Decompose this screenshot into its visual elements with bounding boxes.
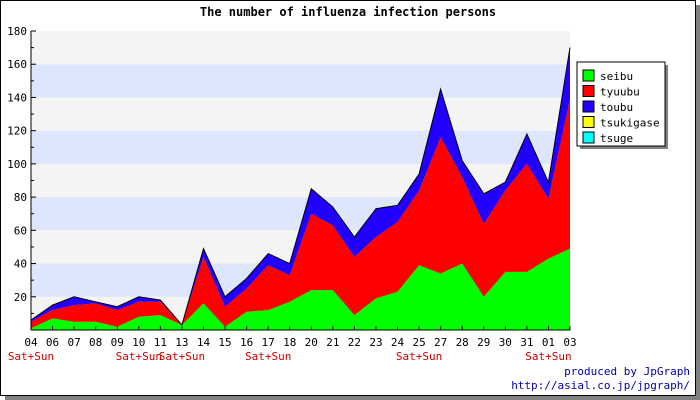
weekend-label: Sat+Sun [396,350,442,363]
y-tick-label: 20 [14,291,27,304]
series-area-seibu [31,248,570,330]
x-tick-label: 07 [67,336,80,349]
weekend-label: Sat+Sun [245,350,291,363]
x-tick-label: 31 [520,336,533,349]
chart-title: The number of influenza infection person… [200,5,496,19]
stacked-areas [30,47,571,330]
y-tick-label: 40 [14,258,27,271]
x-tick-label: 23 [369,336,382,349]
x-tick-label: 09 [111,336,124,349]
legend-label-toubu: toubu [600,101,633,114]
x-tick-label: 27 [434,336,447,349]
axes [30,30,571,331]
legend-swatch-tsuge [582,131,595,144]
legend-swatch-toubu [582,100,595,113]
weekend-label: Sat+Sun [116,350,162,363]
y-tick-label: 180 [7,25,27,38]
x-tick-label: 21 [326,336,339,349]
weekend-label: Sat+Sun [8,350,54,363]
weekend-label: Sat+Sun [525,350,571,363]
x-tick-label: 18 [283,336,296,349]
y-tick-label: 160 [7,58,27,71]
legend-label-tsuge: tsuge [600,132,633,145]
series-area-toubu [31,47,570,325]
x-tick-label: 01 [542,336,555,349]
x-tick-label: 14 [197,336,211,349]
x-tick-label: 22 [348,336,361,349]
y-tick-label: 100 [7,158,27,171]
y-tick-label: 120 [7,125,27,138]
grid-band [31,130,570,164]
x-tick-label: 29 [477,336,490,349]
x-tick-label: 17 [262,336,275,349]
y-tick-labels: 20 40 60 80 100 120 140 160 180 [7,25,27,304]
grid-band [31,97,570,131]
x-tick-label: 06 [46,336,59,349]
x-tick-label: 20 [305,336,318,349]
x-tick-label: 24 [391,336,405,349]
y-tick-label: 60 [14,224,27,237]
y-tick-label: 80 [14,191,27,204]
weekend-label: Sat+Sun [159,350,205,363]
legend-label-tyuubu: tyuubu [600,86,640,99]
chart-svg: The number of influenza infection person… [7,5,690,392]
x-tick-label: 25 [412,336,425,349]
credit-url-link[interactable]: http://asial.co.jp/jpgraph/ [511,379,690,392]
x-tick-label: 10 [132,336,145,349]
x-tick-label: 15 [218,336,231,349]
legend-swatch-tyuubu [582,85,595,97]
x-tick-label: 16 [240,336,253,349]
legend-swatch-tsukigase [582,116,595,128]
top-outline [30,47,571,327]
grid-band [31,64,570,98]
legend-label-tsukigase: tsukigase [600,117,660,130]
legend-swatch-seibu [582,69,595,82]
x-tick-label: 03 [563,336,576,349]
x-tick-label: 30 [499,336,512,349]
legend: seibu tyuubu toubu tsukigase tsuge [576,61,668,149]
series-area-tyuubu [31,99,570,329]
x-tick-label: 28 [456,336,469,349]
x-tick-label: 13 [175,336,188,349]
grid-band [31,31,570,65]
legend-label-seibu: seibu [600,70,633,83]
x-tick-label: 04 [24,336,38,349]
credit-text: produced by JpGraph [564,365,690,378]
x-tick-label: 11 [154,336,167,349]
y-tick-label: 140 [7,91,27,104]
x-tick-label: 08 [89,336,102,349]
